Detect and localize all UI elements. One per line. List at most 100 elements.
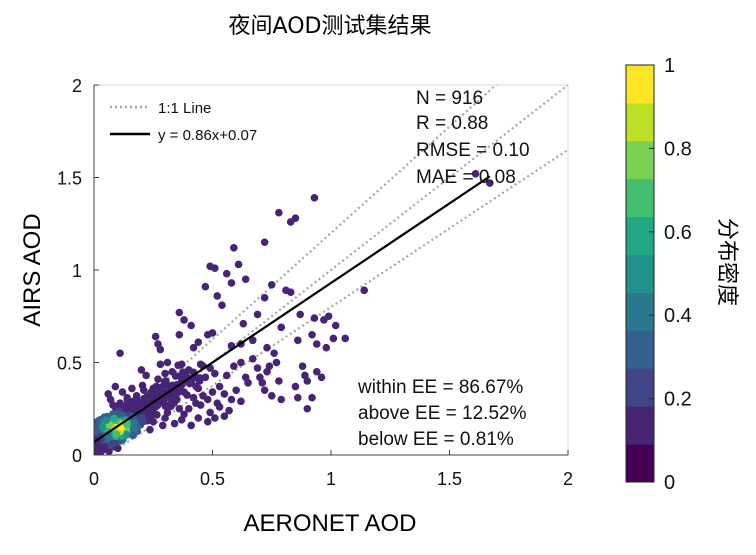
colorbar-swatch — [626, 292, 654, 331]
scatter-point — [220, 390, 229, 398]
scatter-point — [329, 334, 338, 343]
scatter-point — [201, 373, 210, 382]
colorbar-tick-label: 0.4 — [664, 305, 692, 327]
scatter-point — [310, 194, 319, 202]
scatter-point-dense — [145, 393, 153, 401]
scatter-point — [312, 340, 321, 348]
scatter-point-dense — [170, 396, 179, 405]
scatter-point — [222, 269, 231, 278]
colorbar-frame — [625, 64, 655, 483]
scatter-point — [270, 349, 278, 358]
scatter-point — [137, 366, 146, 374]
scatter-point — [341, 334, 350, 343]
scatter-point-dense — [110, 414, 118, 423]
scatter-point — [163, 358, 172, 367]
scatter-point — [211, 414, 219, 422]
scatter-point-dense — [153, 411, 161, 419]
stats-bottom: within EE = 86.67% above EE = 12.52% bel… — [357, 377, 527, 450]
scatter-point-dense — [185, 379, 194, 388]
scatter-point — [241, 275, 250, 284]
scatter-point — [253, 364, 262, 372]
x-tick-label: 2 — [563, 469, 573, 489]
x-tick-label: 1.5 — [437, 469, 462, 489]
scatter-point — [360, 286, 368, 295]
scatter-point — [310, 314, 319, 322]
scatter-point — [156, 360, 165, 369]
scatter-point — [177, 416, 186, 424]
scatter-point — [237, 358, 245, 367]
scatter-point-dense — [129, 431, 137, 440]
y-tick-label: 1.5 — [57, 169, 82, 189]
scatter-point — [286, 218, 295, 226]
colorbar-swatch — [626, 216, 654, 256]
fit-line-path — [94, 175, 491, 443]
x-axis-label: AERONET AOD — [244, 510, 417, 537]
scatter-point — [308, 330, 316, 339]
scatter-point — [208, 329, 217, 337]
colorbar-swatch — [626, 368, 654, 407]
colorbar-tick-label: 0.6 — [664, 222, 692, 244]
scatter-point-dense — [183, 391, 191, 399]
colorbar-swatch — [626, 406, 654, 445]
stat-within-ee: within EE = 86.67% — [357, 377, 523, 398]
scatter-point — [187, 321, 195, 330]
stat-r: R = 0.88 — [416, 113, 488, 134]
scatter-point — [331, 321, 340, 330]
y-ticks: 0 0.5 1 1.5 2 — [57, 76, 99, 466]
stats-top: N = 916 R = 0.88 RMSE = 0.10 MAE = 0.08 — [416, 88, 530, 188]
colorbar-tick-label: 1 — [664, 55, 675, 77]
scatter-point — [272, 358, 281, 367]
scatter-point-dense — [192, 382, 200, 391]
scatter-point — [248, 355, 257, 363]
scatter-point-dense — [94, 447, 103, 455]
scatter-point-dense — [106, 441, 115, 450]
scatter-point-dense — [149, 405, 158, 413]
scatter-point-dense — [174, 361, 182, 370]
scatter-point — [213, 292, 222, 300]
scatter-point — [260, 238, 269, 247]
scatter-point — [301, 371, 309, 380]
scatter-point — [225, 406, 233, 415]
scatter-point — [158, 421, 167, 430]
colorbar-swatch — [626, 178, 654, 218]
scatter-point — [298, 362, 307, 371]
y-tick-label: 0.5 — [57, 354, 82, 374]
scatter-point-dense — [131, 399, 140, 408]
y-tick-label: 0 — [72, 446, 82, 466]
scatter-point — [275, 377, 283, 385]
scatter-point — [170, 419, 179, 428]
scatter-point — [322, 343, 331, 352]
scatter-point-dense — [152, 383, 161, 391]
scatter-point — [291, 382, 300, 391]
scatter-point-dense — [132, 393, 141, 402]
colorbar-tick-label: 0 — [664, 472, 675, 494]
scatter-point — [267, 281, 276, 289]
scatter-point — [485, 179, 494, 187]
scatter-point — [199, 392, 207, 400]
scatter-point — [175, 308, 184, 317]
scatter-point-dense — [123, 431, 132, 439]
scatter-point — [154, 375, 162, 383]
scatter-point — [218, 301, 226, 309]
legend-fit-line-label: y = 0.86x+0.07 — [158, 127, 257, 144]
scatter-point — [118, 388, 127, 396]
legend-1-1-line-label: 1:1 Line — [158, 100, 211, 117]
scatter-point — [128, 384, 136, 393]
scatter-point-dense — [171, 372, 180, 380]
scatter-point — [232, 386, 240, 395]
scatter-point — [277, 395, 286, 404]
x-tick-label: 0.5 — [200, 469, 225, 489]
stat-rmse: RMSE = 0.10 — [416, 140, 530, 161]
scatter-point-dense — [138, 381, 147, 390]
scatter-point-dense — [112, 430, 121, 439]
scatter-point — [303, 404, 312, 413]
scatter-point — [161, 369, 169, 378]
scatter-point-dense — [123, 396, 132, 404]
scatter-point — [308, 393, 316, 402]
colorbar-swatch — [626, 102, 654, 142]
scatter-points — [94, 170, 494, 455]
scatter-point — [201, 282, 210, 291]
y-tick-label: 2 — [72, 76, 82, 96]
scatter-point — [227, 395, 236, 404]
